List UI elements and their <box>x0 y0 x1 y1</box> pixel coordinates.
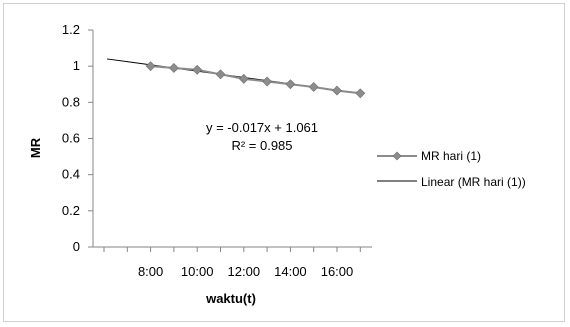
data-point-marker <box>308 82 319 92</box>
x-tick-label: 8:00 <box>138 264 163 279</box>
y-tick-label: 0.6 <box>62 131 80 146</box>
data-point-marker <box>145 61 156 72</box>
data-point-marker <box>192 64 203 75</box>
y-tick-label: 1 <box>73 58 80 73</box>
trendline-r-squared: R² = 0.985 <box>231 138 292 153</box>
data-point-marker <box>285 79 296 90</box>
y-tick-label: 0.8 <box>62 94 80 109</box>
legend: MR hari (1) Linear (MR hari (1)) <box>377 149 526 189</box>
chart-frame <box>3 3 565 322</box>
y-tick-label: 0.4 <box>62 167 80 182</box>
x-tick-label: 16:00 <box>321 264 354 279</box>
data-point-marker <box>332 85 342 96</box>
y-axis-title: MR <box>28 137 43 158</box>
axes: 0 0.2 0.4 0.6 0.8 1 1.2 8:00 10:00 12:00 14:00 16:0… <box>62 22 372 279</box>
data-point-marker <box>238 73 249 84</box>
data-series <box>145 61 366 99</box>
y-tick-label: 0.2 <box>62 203 80 218</box>
data-point-marker <box>262 76 273 87</box>
data-point-marker <box>215 69 226 80</box>
y-tick-label: 1.2 <box>62 22 80 37</box>
y-tick-label: 0 <box>73 239 80 254</box>
x-tick-label: 10:00 <box>181 264 214 279</box>
trendline-equation: y = -0.017x + 1.061 <box>206 120 318 135</box>
x-axis-title: waktu(t) <box>205 291 256 306</box>
legend-series-marker <box>392 151 402 161</box>
x-tick-label: 14:00 <box>274 264 307 279</box>
legend-entry-series: MR hari (1) <box>421 149 481 163</box>
series-line <box>150 65 361 95</box>
x-tick-label: 12:00 <box>228 264 261 279</box>
legend-entry-trendline: Linear (MR hari (1)) <box>421 175 526 189</box>
data-point-marker <box>355 88 366 99</box>
data-point-marker <box>168 63 179 73</box>
